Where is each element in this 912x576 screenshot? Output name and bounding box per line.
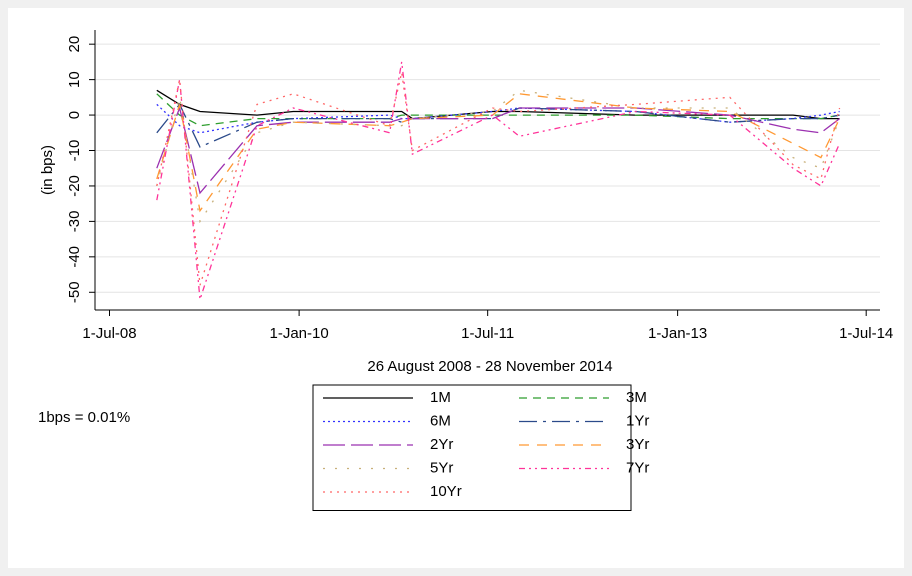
y-tick-label: 10 [66,71,83,88]
legend-label: 1M [430,389,451,406]
y-tick-label: 20 [66,36,83,53]
series-line [156,89,841,224]
series-line [156,61,841,300]
y-tick-label: -10 [66,140,83,162]
y-tick-label: -50 [66,281,83,303]
series-line [156,93,840,127]
legend-label: 3Yr [626,436,649,453]
legend-label: 6M [430,412,451,429]
x-tick-label: 1-Jul-11 [461,325,514,342]
legend-label: 2Yr [430,436,453,453]
note: 1bps = 0.01% [38,409,130,426]
y-tick-label: -40 [66,246,83,268]
x-tick-label: 1-Jul-08 [82,325,136,342]
legend-label: 1Yr [626,412,649,429]
series-line [156,72,841,286]
legend-label: 5Yr [430,459,453,476]
y-tick-label: -20 [66,175,83,197]
legend-box [312,384,632,511]
series-line [156,93,841,213]
x-tick-label: 1-Jan-10 [270,325,329,342]
y-tick-label: -30 [66,211,83,233]
x-tick-label: 1-Jul-14 [839,325,893,342]
legend-label: 3M [626,389,647,406]
legend-label: 7Yr [626,459,649,476]
y-tick-label: 0 [66,111,83,119]
x-tick-label: 1-Jan-13 [648,325,707,342]
legend-label: 10Yr [430,483,462,500]
x-axis-label: 26 August 2008 - 28 November 2014 [367,358,612,375]
y-axis-label: (in bps) [39,145,56,195]
